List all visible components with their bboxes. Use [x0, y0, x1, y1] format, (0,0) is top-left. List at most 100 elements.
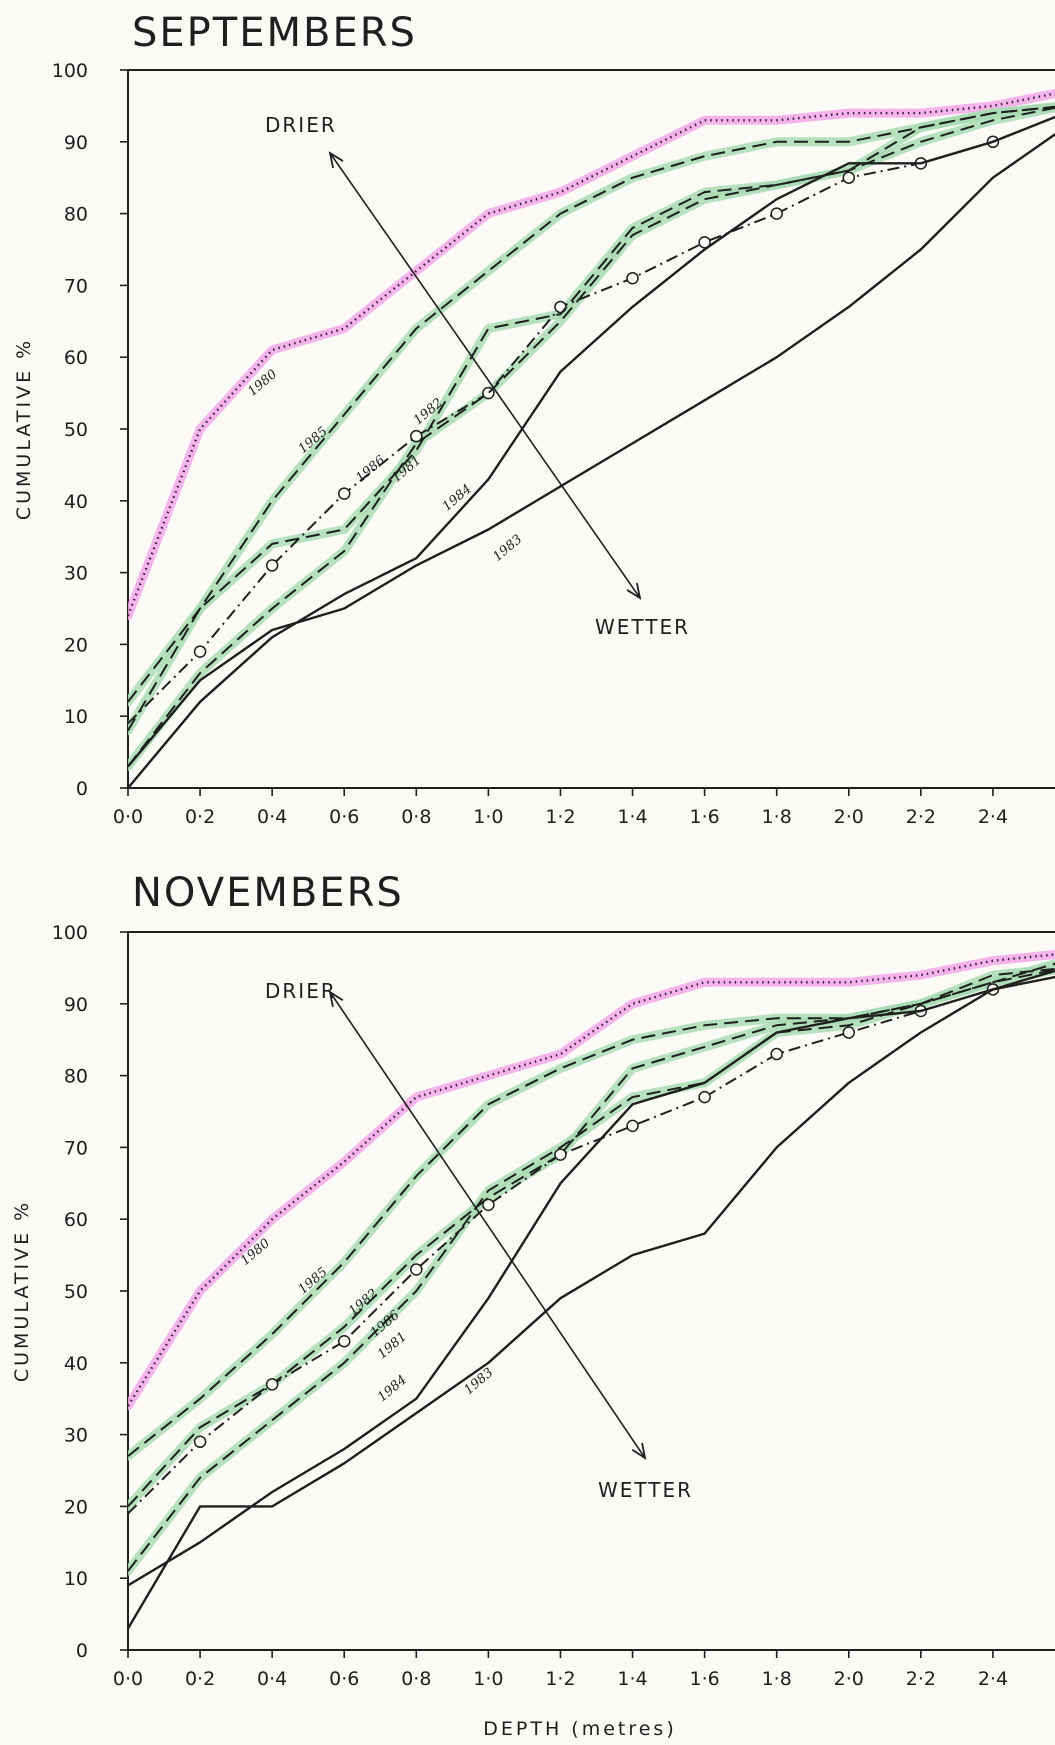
series-point-1986	[842, 1026, 856, 1039]
x-tick-label: 2·2	[906, 806, 936, 828]
series-line-1983	[128, 132, 1055, 768]
series-point-1986	[626, 1119, 639, 1133]
wetter-arrowhead	[626, 582, 642, 600]
y-tick-label: 70	[64, 275, 88, 297]
series-point-1986	[337, 1335, 351, 1348]
x-tick-label: 2·4	[978, 806, 1008, 828]
y-tick-label: 10	[64, 1568, 88, 1590]
series-highlight-1981	[128, 102, 1055, 771]
x-tick-label: 1·0	[473, 1668, 503, 1690]
chart-title: NOVEMBERS	[132, 870, 404, 916]
series-line-1981	[128, 967, 1055, 1572]
y-tick-label: 20	[64, 634, 88, 656]
x-tick-label: 2·2	[906, 1668, 936, 1690]
x-tick-label: 1·6	[690, 806, 720, 828]
series-point-1986	[410, 1263, 423, 1276]
y-tick-label: 30	[64, 1425, 88, 1447]
x-tick-label: 1·8	[762, 1668, 792, 1690]
y-tick-label: 10	[64, 706, 88, 728]
series-label-1984: 1984	[440, 482, 475, 515]
x-tick-label: 0·2	[185, 1668, 215, 1690]
series-highlight-1980	[128, 949, 1055, 1411]
y-tick-label: 20	[64, 1496, 88, 1518]
septembers-chart: SEPTEMBERS 0 10 20 30 40 50 60 70 80 90 100 0·0 0·2 0·…	[13, 10, 1055, 828]
series-point-1986	[482, 1198, 495, 1212]
series-line-1986	[128, 976, 1055, 1515]
series-line-1986	[128, 116, 1055, 725]
x-tick-label: 1·2	[545, 806, 575, 828]
drier-wetter-arrow	[329, 991, 646, 1459]
x-tick-label: 1·6	[690, 1668, 720, 1690]
novembers-chart: NOVEMBERS 0 10 20 30 40 50 60 70 80 90 100 0·0 0·2 0·4…	[11, 870, 1055, 1740]
x-tick-label: 1·4	[617, 806, 647, 828]
y-tick-label: 0	[76, 1640, 88, 1662]
x-tick-label: 1·0	[473, 806, 503, 828]
y-axis-label: CUMULATIVE %	[11, 1200, 33, 1382]
series-line-1980	[128, 92, 1055, 617]
drier-arrowhead	[328, 151, 344, 169]
x-tick-label: 0·0	[113, 806, 143, 828]
drier-wetter-arrow	[329, 152, 641, 599]
series-line-1985	[128, 105, 1055, 703]
wetter-annotation: WETTER	[598, 1478, 693, 1502]
series-point-1986	[265, 1378, 279, 1391]
series-point-1986	[842, 171, 856, 184]
series-point-1986	[698, 236, 711, 249]
x-tick-label: 2·4	[978, 1668, 1008, 1690]
y-tick-label: 100	[52, 60, 88, 82]
series-point-1986	[265, 559, 279, 572]
x-tick-label: 1·4	[617, 1668, 647, 1690]
series-line-1984	[128, 969, 1055, 1587]
series-point-1986	[337, 487, 351, 500]
series-point-1986	[193, 1435, 207, 1449]
series-point-1986	[193, 645, 207, 658]
y-tick-label: 100	[52, 922, 88, 944]
x-tick-label: 0·6	[329, 1668, 359, 1690]
y-tick-label: 30	[64, 563, 88, 585]
series-line-1984	[128, 115, 1055, 788]
drier-annotation: DRIER	[265, 979, 337, 1003]
wetter-annotation: WETTER	[595, 615, 690, 639]
x-tick-label: 1·2	[545, 1668, 575, 1690]
x-tick-label: 0·4	[257, 806, 287, 828]
series-point-1986	[410, 429, 423, 443]
series-point-1986	[770, 1047, 783, 1061]
x-tick-label: 0·4	[257, 1668, 287, 1690]
x-tick-label: 2·0	[834, 1668, 864, 1690]
y-tick-label: 70	[64, 1137, 88, 1159]
series-line-1983	[128, 975, 1055, 1630]
drier-arrowhead	[328, 990, 344, 1008]
x-tick-label: 1·8	[762, 806, 792, 828]
series-point-1986	[554, 1148, 567, 1161]
y-tick-label: 60	[64, 1209, 88, 1231]
y-tick-label: 50	[64, 1281, 88, 1303]
y-tick-label: 90	[64, 132, 88, 154]
y-tick-label: 40	[64, 1353, 88, 1375]
y-tick-label: 90	[64, 994, 88, 1016]
y-axis-label: CUMULATIVE %	[13, 338, 35, 520]
series-group	[128, 949, 1055, 1630]
series-point-1986	[770, 207, 783, 220]
chart-title: SEPTEMBERS	[132, 10, 417, 56]
series-group	[128, 88, 1055, 788]
x-tick-label: 0·8	[401, 806, 431, 828]
series-point-1986	[626, 271, 639, 285]
x-tick-label: 2·0	[834, 806, 864, 828]
series-label-1983: 1983	[490, 532, 525, 565]
y-tick-label: 40	[64, 491, 88, 513]
series-point-1986	[698, 1090, 711, 1104]
series-line-1982	[128, 106, 1055, 732]
x-tick-label: 0·8	[401, 1668, 431, 1690]
series-line-1982	[128, 968, 1055, 1508]
y-tick-label: 80	[64, 204, 88, 226]
y-tick-label: 0	[76, 778, 88, 800]
y-tick-label: 50	[64, 419, 88, 441]
wetter-arrowhead	[631, 1442, 647, 1460]
drier-annotation: DRIER	[265, 113, 337, 137]
plot-frame	[127, 931, 1055, 1651]
series-label-1984: 1984	[375, 1372, 410, 1405]
x-tick-label: 0·6	[329, 806, 359, 828]
x-tick-label: 0·0	[113, 1668, 143, 1690]
x-axis-label: DEPTH (metres)	[483, 1718, 676, 1740]
